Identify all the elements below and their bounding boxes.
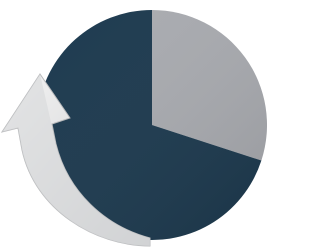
illustration bbox=[0, 0, 269, 248]
